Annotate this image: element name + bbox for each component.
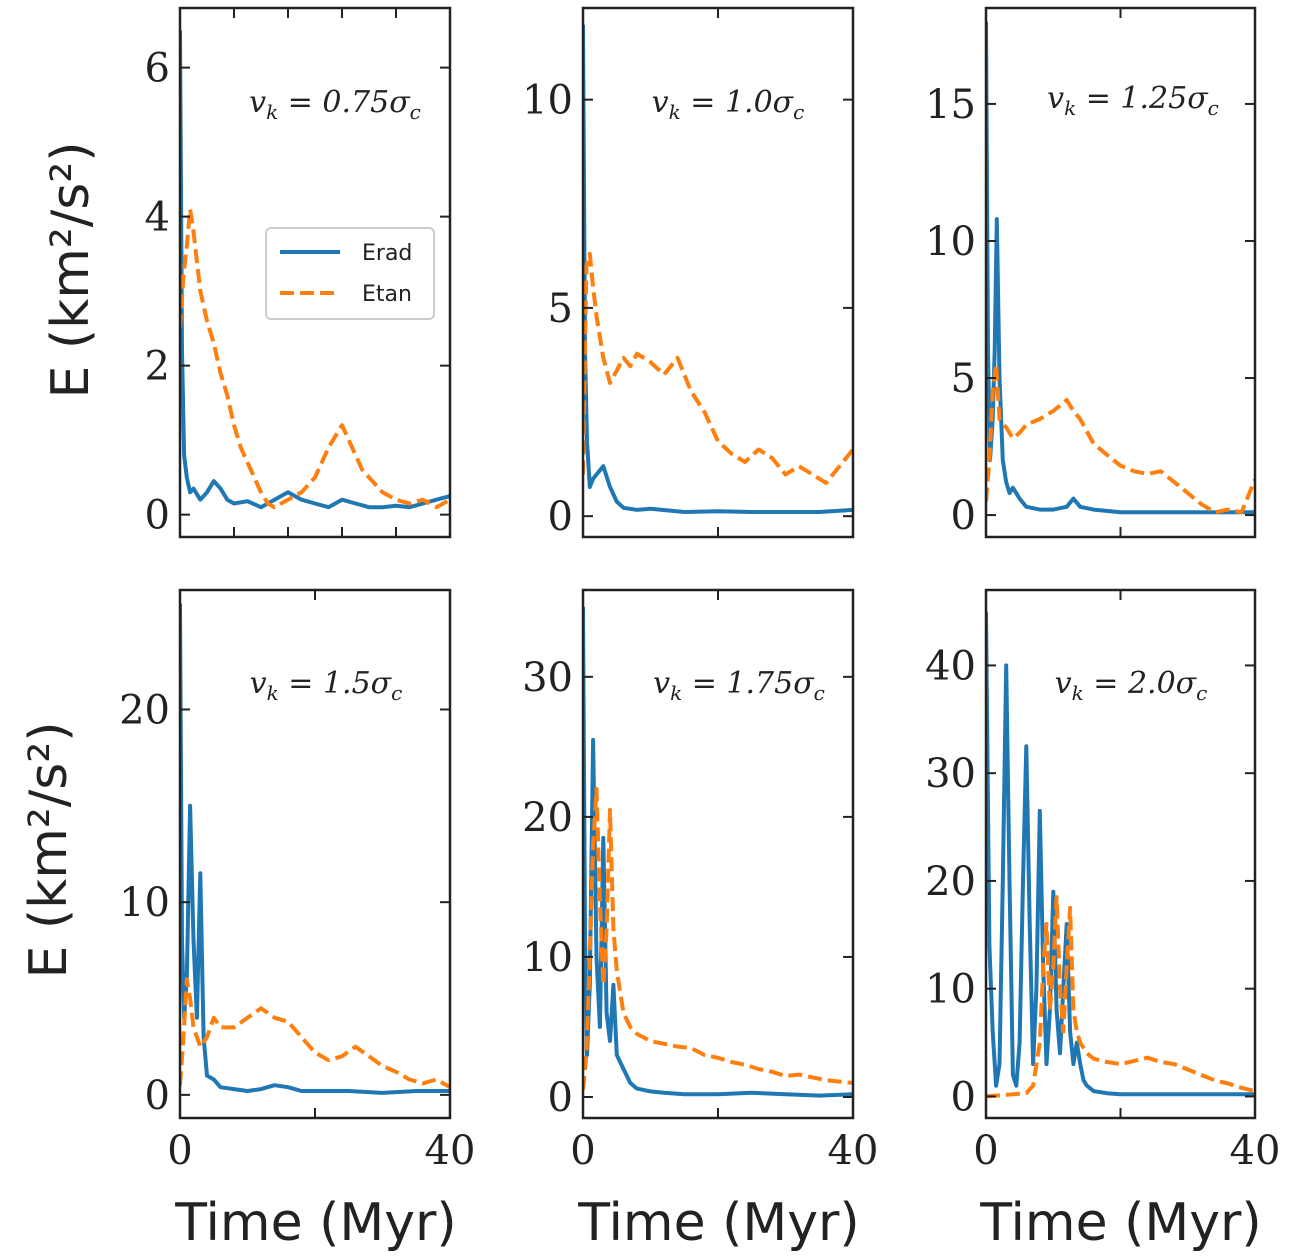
y-tick-label: 30 [925,751,976,797]
series-erad-line [986,611,1255,1097]
panel-5: 0 10 20 30 0 40 vk = 1.75σc [522,588,879,1174]
y-tick-label: 10 [925,967,976,1013]
y-axis-label-top: E (km²/s²) [41,141,101,398]
x-axis-label-1: Time (Myr) [174,1193,456,1253]
series-etan-line [583,786,853,1091]
series-etan-line [583,251,853,485]
y-tick-label: 40 [925,643,976,689]
y-tick-label: 20 [522,795,573,841]
series-etan-line [180,977,450,1089]
x-tick-label: 40 [425,1128,476,1174]
series-erad-line [180,603,450,1095]
panel-title: vk = 0.75σc [249,85,421,124]
legend-label-etan: Etan [362,282,412,307]
y-axis-label-bottom: E (km²/s²) [19,721,79,978]
y-tick-label: 4 [145,195,170,241]
panel-title: vk = 1.0σc [652,85,805,124]
x-tick-label: 40 [1230,1128,1281,1174]
x-tick-label: 0 [167,1128,192,1174]
y-tick-label: 0 [145,1073,170,1119]
y-tick-label: 0 [548,1075,573,1121]
legend-label-erad: Erad [362,241,412,266]
series-erad-line [583,24,853,514]
x-axis-label-2: Time (Myr) [577,1193,859,1253]
plot-frame [178,6,452,539]
x-axis-label-3: Time (Myr) [979,1193,1261,1253]
panel-title: vk = 1.25σc [1047,81,1219,120]
x-tick-label: 0 [973,1128,998,1174]
series-erad-line [986,21,1255,515]
y-tick-label: 10 [522,935,573,981]
y-tick-label: 10 [925,219,976,265]
panel-title: vk = 1.75σc [653,666,825,705]
panel-1: 0 2 4 6 vk = 0.75σc [145,6,452,539]
series-etan-line [986,895,1255,1099]
legend: Erad Etan [265,227,435,320]
y-tick-label: 0 [951,493,976,539]
y-tick-label: 0 [548,494,573,540]
y-tick-label: 5 [548,286,573,332]
y-tick-label: 20 [119,687,170,733]
y-tick-label: 10 [119,880,170,926]
panel-3: 0 5 10 15 vk = 1.25σc [925,6,1257,539]
series-etan-line [180,207,450,510]
y-tick-label: 20 [925,859,976,905]
y-tick-label: 10 [522,78,573,124]
y-tick-label: 6 [145,46,170,92]
y-tick-label: 2 [145,344,170,390]
panel-6: 0 10 20 30 40 0 40 vk = 2.0σc [925,588,1281,1174]
panel-title: vk = 1.5σc [250,666,403,705]
x-tick-label: 40 [828,1128,879,1174]
y-tick-label: 5 [951,356,976,402]
y-tick-label: 30 [522,655,573,701]
series-erad-line [583,606,853,1098]
x-tick-label: 0 [570,1128,595,1174]
y-tick-label: 0 [145,493,170,539]
panel-2: 0 5 10 vk = 1.0σc [522,6,855,540]
y-tick-label: 15 [925,82,976,128]
y-tick-label: 0 [951,1074,976,1120]
panel-title: vk = 2.0σc [1055,666,1208,705]
series-etan-line [986,362,1255,515]
panel-4: 0 10 20 0 40 vk = 1.5σc [119,588,476,1174]
